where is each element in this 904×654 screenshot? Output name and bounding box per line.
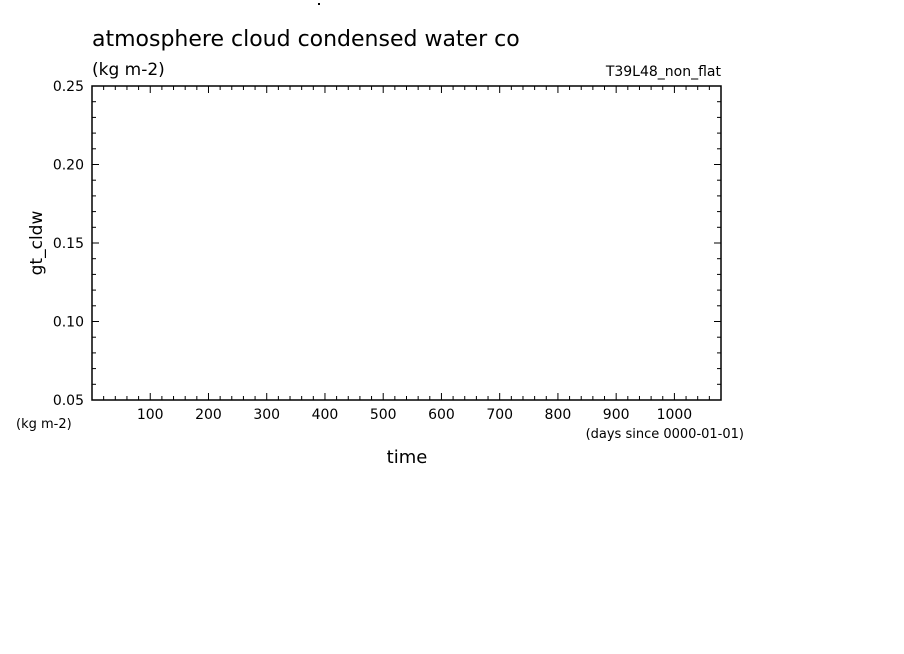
y-tick-label: 0.20 — [53, 158, 84, 174]
title-units: (kg m-2) — [92, 60, 165, 80]
x-axis-label: time — [387, 447, 428, 468]
x-tick-label: 500 — [370, 407, 397, 423]
y-tick-label: 0.25 — [53, 79, 84, 95]
x-tick-label: 800 — [545, 407, 572, 423]
y-tick-label: 0.05 — [53, 393, 84, 409]
x-tick-label: 1000 — [657, 407, 693, 423]
y-axis-units: (kg m-2) — [16, 417, 72, 432]
y-tick-label: 0.15 — [53, 236, 84, 252]
x-tick-label: 400 — [312, 407, 339, 423]
y-tick-label: 0.10 — [53, 315, 84, 331]
x-tick-label: 300 — [253, 407, 280, 423]
y-axis: 0.05 0.10 0.15 0.20 0.25 — [53, 79, 721, 409]
run-label: T39L48_non_flat — [605, 64, 722, 80]
x-axis: 100 200 300 400 500 600 700 800 900 1000 — [103, 86, 710, 423]
y-axis-label: gt_cldw — [27, 211, 47, 276]
x-axis-units: (days since 0000-01-01) — [586, 427, 744, 442]
plot-frame — [91, 85, 722, 401]
x-tick-label: 200 — [195, 407, 222, 423]
stray-dot — [318, 3, 320, 5]
x-tick-label: 100 — [137, 407, 164, 423]
chart-title: atmosphere cloud condensed water co — [92, 27, 520, 52]
x-tick-label: 600 — [428, 407, 455, 423]
x-tick-label: 900 — [603, 407, 630, 423]
x-tick-label: 700 — [486, 407, 513, 423]
